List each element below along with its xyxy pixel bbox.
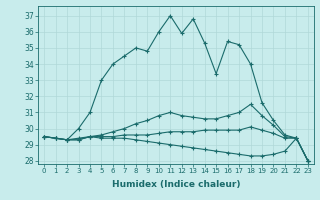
X-axis label: Humidex (Indice chaleur): Humidex (Indice chaleur): [112, 180, 240, 189]
